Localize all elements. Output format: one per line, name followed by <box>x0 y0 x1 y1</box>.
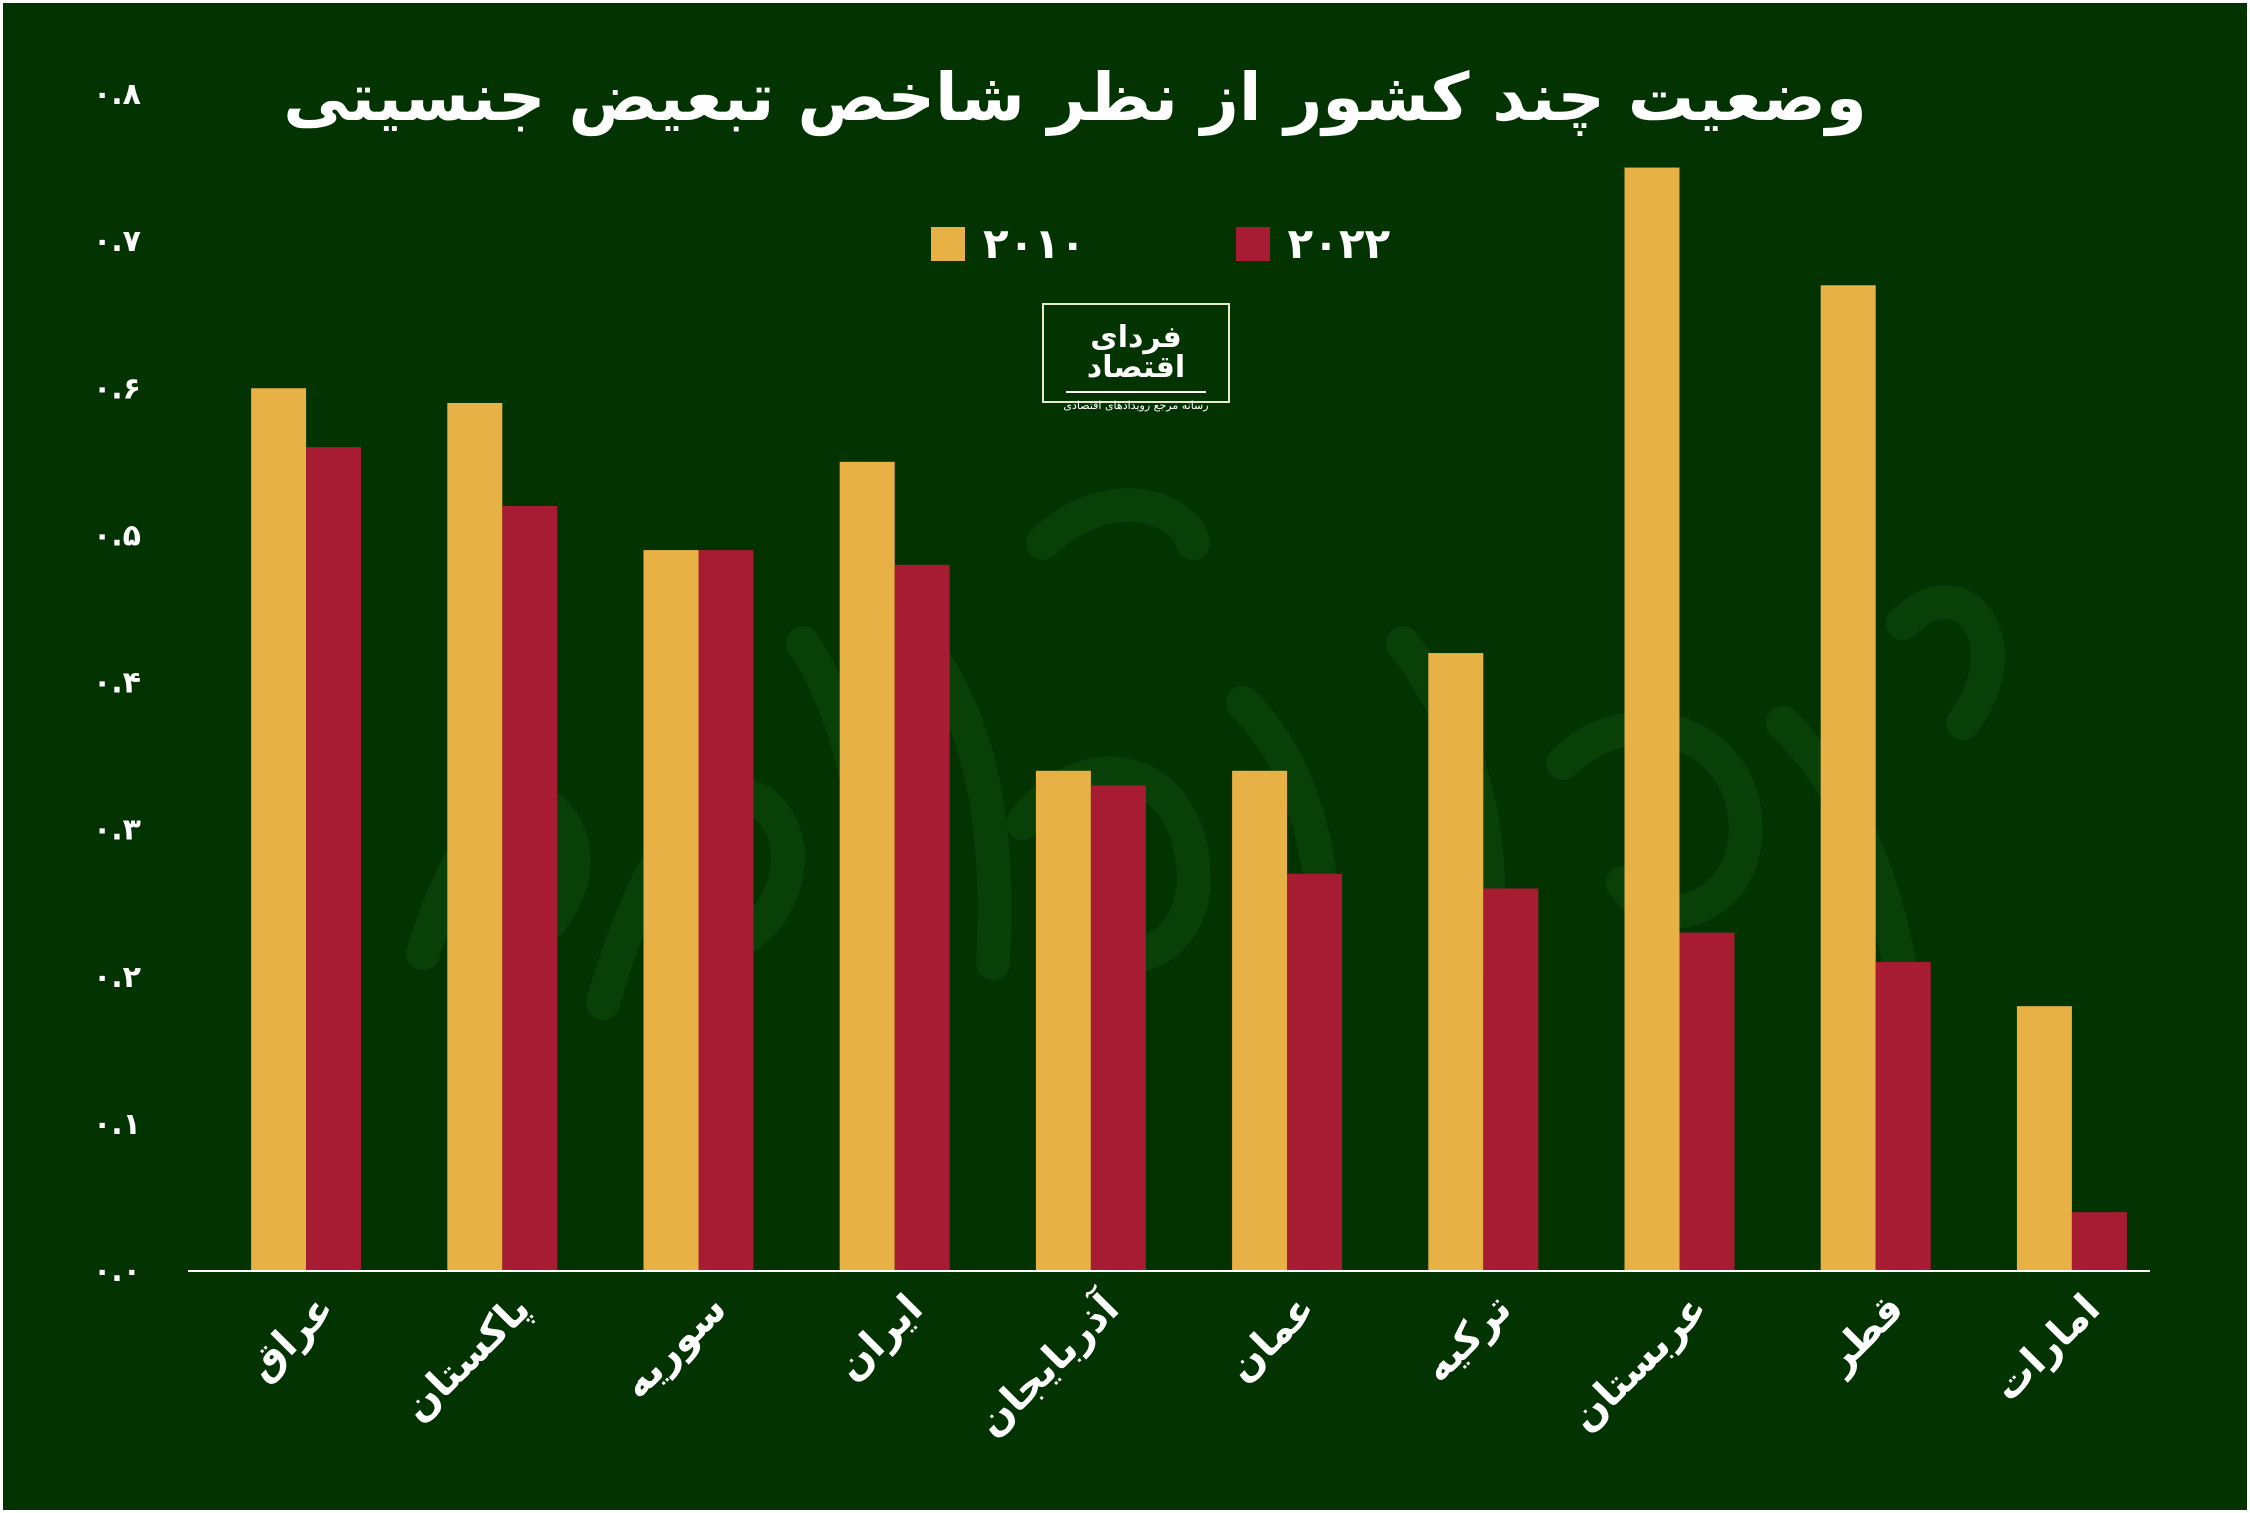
plot-area: ۰.۰ ۰.۱ ۰.۲ ۰.۳ ۰.۴ ۰.۵ ۰.۶ ۰.۷ ۰.۸ عراق پاکستان س… <box>93 77 2150 1446</box>
y-tick-label: ۰.۰ <box>93 1254 141 1289</box>
bar-2010 <box>251 388 307 1271</box>
y-tick-label: ۰.۲ <box>93 960 141 995</box>
bar-2010 <box>839 461 895 1271</box>
y-tick-label: ۰.۴ <box>93 666 141 701</box>
legend-label-2022: ۲۰۲۲ <box>1287 219 1391 268</box>
bar-2010 <box>1428 653 1484 1271</box>
x-tick-label: عراق <box>239 1286 343 1390</box>
x-tick-label: سوریه <box>613 1286 735 1408</box>
y-tick-label: ۰.۵ <box>93 518 141 553</box>
y-tick-label: ۰.۷ <box>93 224 141 259</box>
y-axis-ticks: ۰.۰ ۰.۱ ۰.۲ ۰.۳ ۰.۴ ۰.۵ ۰.۶ ۰.۷ ۰.۸ <box>93 77 141 1289</box>
bar-2022 <box>1090 785 1146 1271</box>
x-tick-label: عربستان <box>1561 1286 1716 1441</box>
bar-2010 <box>2016 1006 2072 1271</box>
bar-2010 <box>1035 770 1091 1271</box>
bar-2022 <box>894 564 950 1271</box>
x-tick-label: ایران <box>827 1286 931 1390</box>
bar-2022 <box>306 447 362 1272</box>
bar-2010 <box>1624 167 1680 1271</box>
legend-swatch-2010 <box>931 227 965 261</box>
x-tick-label: پاکستان <box>394 1286 539 1431</box>
bar-2022 <box>698 550 754 1271</box>
x-tick-label: آذربایجان <box>966 1283 1129 1446</box>
logo-tagline: رسانه مرجع رویدادهای اقتصادی <box>1063 399 1209 412</box>
logo-divider <box>1066 391 1206 393</box>
x-tick-label: عمان <box>1219 1286 1325 1392</box>
chart-frame: ۰.۰ ۰.۱ ۰.۲ ۰.۳ ۰.۴ ۰.۵ ۰.۶ ۰.۷ ۰.۸ عراق پاکستان س… <box>3 3 2247 1510</box>
bar-2022 <box>1287 873 1343 1271</box>
legend-label-2010: ۲۰۱۰ <box>983 219 1086 268</box>
bar-2022 <box>1679 932 1735 1271</box>
legend: ۲۰۱۰ ۲۰۲۲ <box>931 223 1390 265</box>
chart-title: وضعیت چند کشور از نظر شاخص تبعیض جنسیتی <box>3 65 2247 131</box>
bar-2022 <box>502 505 558 1271</box>
bar-2010 <box>1820 285 1876 1271</box>
x-tick-label: امارات <box>1984 1286 2109 1411</box>
bar-2010 <box>1232 770 1288 1271</box>
chart-title-text: وضعیت چند کشور از نظر شاخص تبعیض جنسیتی <box>283 59 1867 136</box>
bar-2022 <box>2071 1212 2127 1271</box>
bars-group <box>251 167 2127 1272</box>
bar-2022 <box>1875 962 1931 1271</box>
x-tick-label: ترکیه <box>1414 1286 1520 1392</box>
y-tick-label: ۰.۱ <box>93 1107 141 1142</box>
legend-swatch-2022 <box>1235 227 1270 261</box>
logo-badge: فردای اقتصاد رسانه مرجع رویدادهای اقتصاد… <box>1042 303 1230 412</box>
legend-item-2010: ۲۰۱۰ <box>931 223 1086 265</box>
y-tick-label: ۰.۶ <box>93 371 141 406</box>
y-tick-label: ۰.۸ <box>93 77 141 112</box>
bar-2010 <box>643 550 699 1271</box>
x-axis-ticks: عراق پاکستان سوریه ایران آذربایجان عمان ترکیه ع… <box>239 1283 2109 1446</box>
bar-2022 <box>1483 888 1539 1271</box>
bar-2010 <box>447 402 503 1271</box>
x-tick-label: قطر <box>1815 1286 1913 1384</box>
y-tick-label: ۰.۳ <box>93 813 141 848</box>
legend-item-2022: ۲۰۲۲ <box>1235 219 1391 268</box>
logo-name: فردای اقتصاد <box>1086 320 1186 385</box>
